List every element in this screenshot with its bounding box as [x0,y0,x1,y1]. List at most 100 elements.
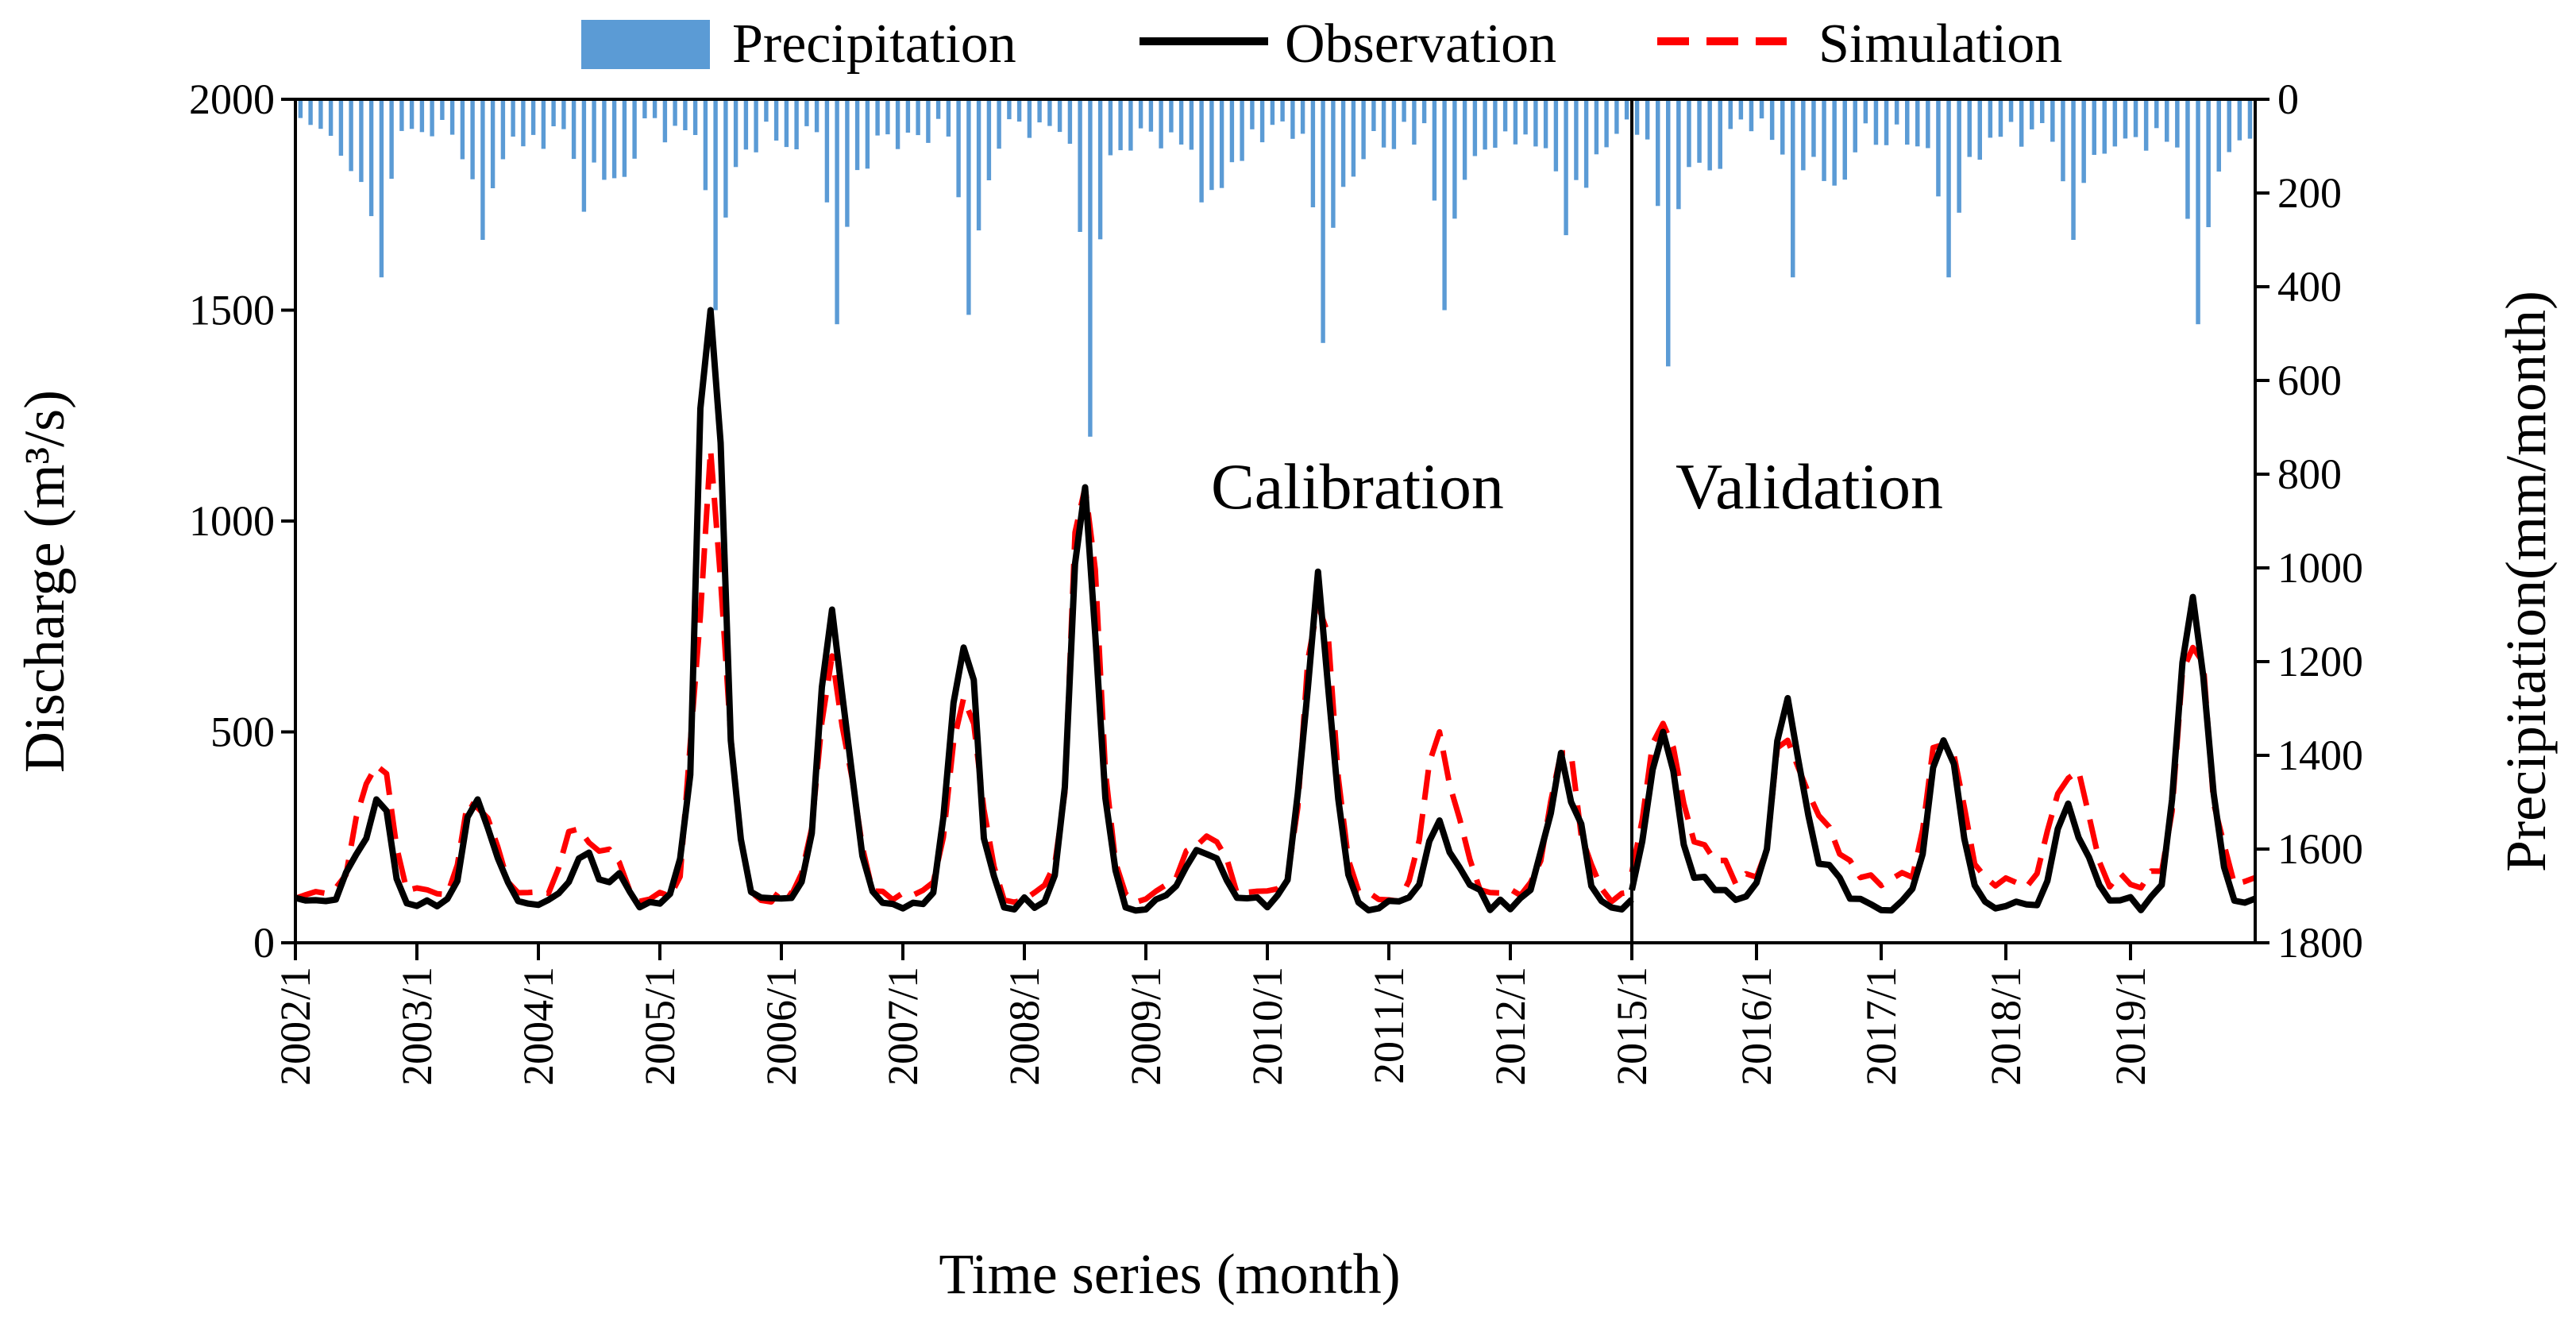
precipitation-bar [784,99,789,148]
precipitation-bar [1604,99,1609,148]
precipitation-bar [622,99,627,177]
precipitation-bar [2030,99,2034,129]
precipitation-bar [845,99,850,227]
precipitation-bar [1791,99,1795,278]
precipitation-bar [1290,99,1295,139]
precipitation-bar [1583,99,1589,188]
precipitation-bar [1219,99,1224,188]
y-right-tick-label: 600 [2277,357,2342,404]
precipitation-bar [1894,99,1899,125]
y-right-tick-label: 1000 [2277,544,2363,592]
precipitation-bar [409,99,415,129]
precipitation-bar [794,99,799,149]
precipitation-bar [935,99,941,119]
x-axis-title: Time series (month) [939,1242,1400,1306]
precipitation-bar [460,99,465,160]
y-axis-title-right: Precipitation(mm/month) [2494,291,2558,872]
precipitation-bar [1280,99,1285,122]
precipitation-bar [2050,99,2055,142]
precipitation-bar [683,99,688,130]
precipitation-bar [1634,99,1640,135]
precipitation-bar [2237,99,2242,141]
y-left-tick-label: 2000 [189,75,275,123]
precipitation-bar [1614,99,1619,134]
precipitation-bar [368,99,374,217]
precipitation-bar [1738,99,1744,120]
precipitation-bar [1502,99,1508,132]
precipitation-bar [2123,99,2128,139]
simulation-series-line [294,446,1633,905]
y-axis-title-left: Discharge (m³/s) [13,390,76,773]
precipitation-bar [2216,99,2221,172]
precipitation-bar [1749,99,1754,132]
precipitation-bar [1442,99,1447,311]
precipitation-bar [926,99,931,143]
precipitation-bar [592,99,596,163]
precipitation-bar [530,99,536,135]
precipitation-bar [1853,99,1857,152]
precipitation-bar [662,99,668,143]
precipitation-bar [1057,99,1062,133]
precipitation-bar [1873,99,1879,145]
x-tick-label: 2006/1 [758,967,805,1086]
precipitation-bar [318,99,323,129]
x-tick-label: 2018/1 [1982,967,2030,1086]
precipitation-bar [2112,99,2118,147]
precipitation-bar [571,99,577,160]
precipitation-bar [1391,99,1397,149]
x-tick-label: 2015/1 [1608,967,1656,1086]
precipitation-bar [511,99,515,137]
x-tick-label: 2004/1 [515,967,562,1086]
precipitation-bar [764,99,769,122]
precipitation-bar [1321,99,1325,343]
precipitation-bar [986,99,992,180]
precipitation-bar [1037,99,1042,123]
axes: 0 500 1000 1500 2000 0 200 400 600 800 1000 1200 140… [189,75,2363,1086]
x-tick-label: 2017/1 [1857,967,1905,1086]
precipitation-bar [2165,99,2169,142]
precipitation-bar [865,99,870,169]
precipitation-bar [1676,99,1681,210]
y-right-tick-label: 200 [2277,169,2342,217]
precipitation-bar [1209,99,1214,191]
precipitation-bar [754,99,758,152]
precipitation-bar [1926,99,1930,149]
precipitation-bar [2175,99,2180,148]
precipitation-bar [743,99,749,150]
precipitation-bar [2247,99,2253,139]
x-tick-label: 2007/1 [879,967,927,1086]
precipitation-bar [541,99,546,149]
precipitation-bar [470,99,475,180]
x-tick-label: 2002/1 [272,967,319,1086]
precipitation-bar [349,99,353,172]
precipitation-bar [2133,99,2138,137]
precipitation-bar [1007,99,1012,120]
precipitation-bar [1300,99,1305,134]
precipitation-bar [1259,99,1265,143]
precipitation-bar [1822,99,1826,181]
y-right-tick-label: 800 [2277,450,2342,498]
precipitation-bar [1594,99,1599,155]
precipitation-bar [2092,99,2096,155]
x-tick-label: 2008/1 [1001,967,1048,1086]
precipitation-bar [490,99,496,188]
precipitation-bar [1159,99,1163,149]
y-right-tick-label: 1400 [2277,732,2363,779]
precipitation-bar [1016,99,1022,122]
precipitation-bar [1697,99,1702,163]
precipitation-bar [419,99,425,133]
precipitation-bar [2143,99,2149,151]
precipitation-bar [561,99,566,129]
precipitation-bar [1381,99,1386,148]
precipitation-bar [1832,99,1837,186]
precipitation-bar [966,99,971,315]
precipitation-bar [2102,99,2107,154]
precipitation-bar [1067,99,1073,144]
precipitation-bar [1666,99,1671,367]
precipitation-bar [338,99,344,156]
precipitation-bar [976,99,981,231]
precipitation-bar [1340,99,1346,187]
precipitation-bar [1108,99,1113,156]
legend-swatch-precipitation [581,20,710,69]
x-tick-label: 2016/1 [1733,967,1780,1086]
